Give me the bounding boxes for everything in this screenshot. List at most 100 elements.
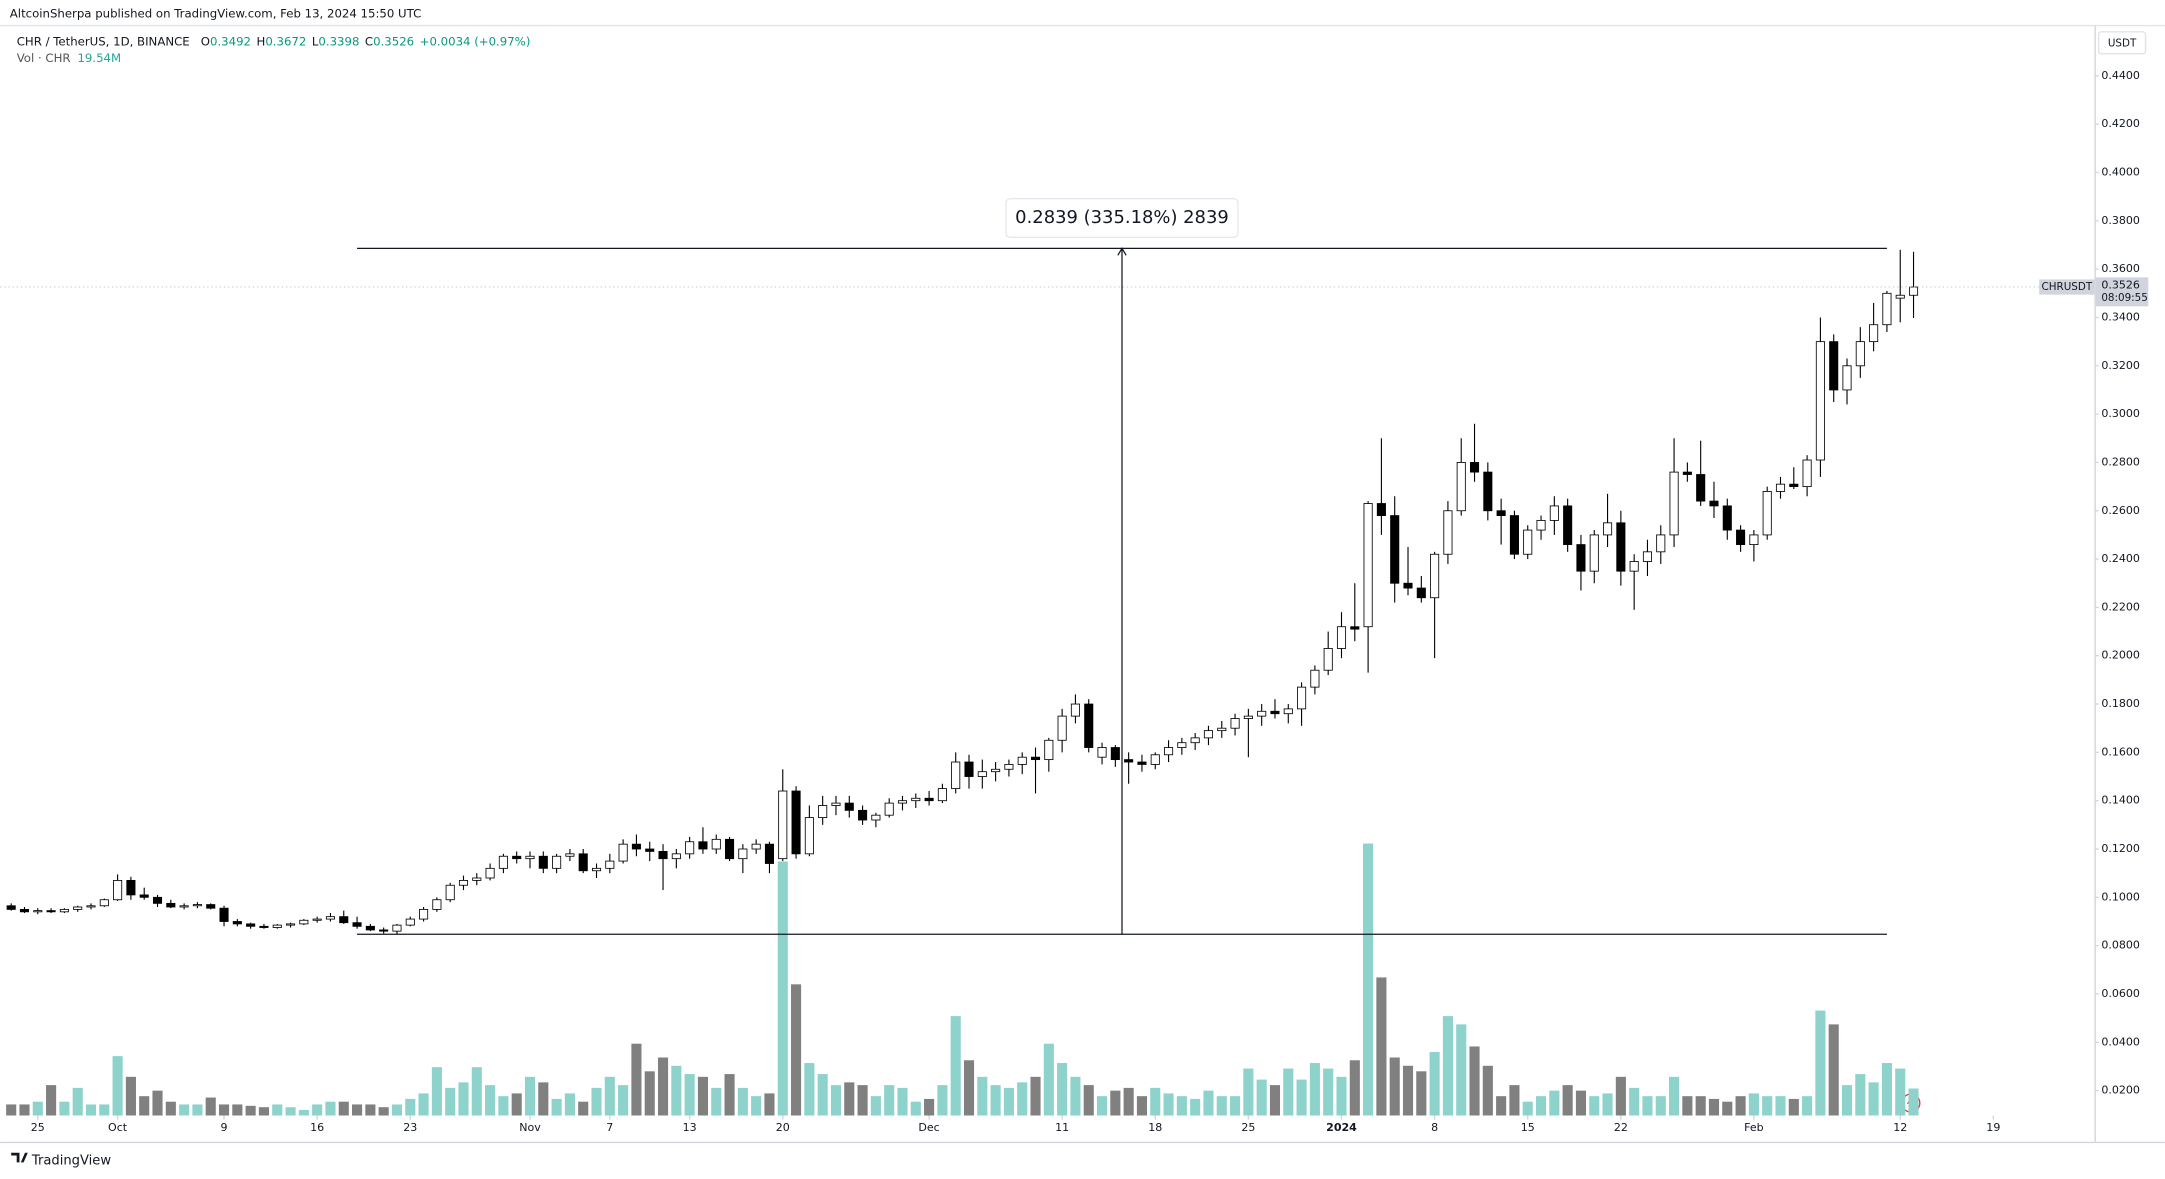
volume-bar bbox=[218, 1104, 230, 1116]
candle-body bbox=[1589, 534, 1599, 572]
volume-bar bbox=[1669, 1076, 1680, 1116]
volume-bar bbox=[604, 1076, 615, 1116]
candle-body bbox=[1097, 747, 1107, 758]
candle-body bbox=[1483, 471, 1493, 512]
volume-bar bbox=[298, 1109, 309, 1116]
candle-body bbox=[764, 843, 774, 864]
candle-body bbox=[725, 838, 735, 860]
candle-body bbox=[1323, 648, 1333, 671]
x-tick-label: 8 bbox=[1431, 1121, 1438, 1134]
candle-body bbox=[1257, 710, 1267, 717]
candle-body bbox=[232, 921, 242, 925]
candle-body bbox=[565, 853, 575, 857]
ohlc-key: O bbox=[201, 34, 210, 48]
x-tick-label: 19 bbox=[1986, 1121, 2000, 1134]
y-tick-label: 0.0400 bbox=[2101, 1035, 2140, 1048]
candle-body bbox=[1456, 462, 1466, 512]
y-tick-label: 0.1200 bbox=[2101, 842, 2140, 855]
volume-bar bbox=[737, 1087, 748, 1116]
volume-bar bbox=[1482, 1065, 1493, 1116]
candle-body bbox=[1350, 626, 1360, 630]
x-tick-label: Oct bbox=[108, 1121, 128, 1134]
volume-bar bbox=[1509, 1085, 1520, 1116]
candle-body bbox=[139, 894, 149, 898]
candle-body bbox=[46, 910, 56, 913]
volume-bar bbox=[352, 1104, 363, 1116]
candle-body bbox=[1177, 742, 1187, 748]
volume-bar bbox=[418, 1093, 429, 1116]
candle-body bbox=[6, 905, 16, 910]
ohlc-value: 0.3526 bbox=[373, 34, 414, 48]
volume-title: Vol · CHR bbox=[17, 50, 71, 64]
measure-arrow bbox=[1117, 247, 1127, 256]
candle-body bbox=[206, 904, 216, 909]
volume-bar bbox=[99, 1104, 110, 1116]
ohlc: O0.3492 H0.3672 L0.3398 C0.3526 bbox=[201, 34, 414, 48]
candle-body bbox=[1124, 759, 1134, 763]
y-tick-label: 0.0800 bbox=[2101, 939, 2140, 952]
candle-body bbox=[778, 790, 788, 860]
currency[interactable]: USDT bbox=[2108, 37, 2137, 49]
volume-bar bbox=[312, 1104, 323, 1116]
candle-body bbox=[1908, 286, 1919, 296]
candle-body bbox=[645, 848, 655, 852]
y-tick-label: 0.1800 bbox=[2101, 697, 2140, 710]
candle-body bbox=[1869, 324, 1879, 343]
volume-bar bbox=[485, 1085, 496, 1116]
volume-bar bbox=[1096, 1096, 1108, 1116]
volume-bar bbox=[245, 1105, 256, 1116]
candle-body bbox=[1855, 341, 1865, 367]
volume-bar bbox=[391, 1104, 403, 1116]
y-tick-label: 0.1000 bbox=[2101, 890, 2140, 903]
candle-body bbox=[1789, 483, 1799, 488]
volume-bar bbox=[897, 1087, 908, 1116]
candle-body bbox=[1682, 471, 1692, 475]
candle-body bbox=[272, 924, 282, 928]
candle-body bbox=[578, 853, 588, 872]
volume-bar bbox=[378, 1107, 389, 1116]
x-tick-label: 11 bbox=[1055, 1121, 1069, 1134]
volume-bar bbox=[1708, 1098, 1720, 1116]
candle-body bbox=[286, 923, 296, 926]
volume-bar bbox=[1735, 1096, 1746, 1116]
volume-bar bbox=[1589, 1096, 1600, 1116]
candle-body bbox=[591, 867, 602, 872]
symbol-label: CHRUSDT bbox=[2042, 281, 2093, 293]
volume-bar bbox=[32, 1101, 43, 1116]
volume-bar bbox=[1895, 1068, 1906, 1116]
candle-body bbox=[1762, 491, 1772, 536]
candle-body bbox=[1363, 503, 1373, 628]
volume-bar bbox=[884, 1085, 895, 1116]
candle-body bbox=[738, 848, 748, 860]
publisher: AltcoinSherpa published on TradingView.c… bbox=[10, 6, 421, 20]
logo-icon bbox=[11, 1152, 28, 1163]
volume-bar bbox=[458, 1082, 469, 1116]
volume-bar bbox=[6, 1104, 17, 1116]
volume-bar bbox=[1615, 1076, 1626, 1116]
volume-bar bbox=[1030, 1076, 1041, 1116]
candle-body bbox=[831, 802, 841, 806]
candle-body bbox=[1656, 534, 1666, 553]
volume-bar bbox=[365, 1104, 376, 1116]
volume-bar bbox=[1243, 1068, 1254, 1116]
candle-body bbox=[352, 922, 362, 927]
currency-box[interactable] bbox=[2097, 31, 2147, 55]
candle-body bbox=[791, 790, 801, 855]
volume-bar bbox=[1070, 1076, 1081, 1116]
volume-bar bbox=[1642, 1096, 1653, 1116]
volume-bar bbox=[578, 1101, 589, 1116]
volume-bar bbox=[564, 1093, 575, 1116]
volume-bar bbox=[1802, 1096, 1813, 1116]
volume-bar bbox=[910, 1101, 921, 1116]
volume-bar bbox=[1881, 1063, 1892, 1116]
volume-bar bbox=[1682, 1096, 1693, 1116]
candle-body bbox=[964, 761, 974, 777]
volume-bar bbox=[1230, 1096, 1241, 1116]
volume-bar bbox=[1522, 1101, 1533, 1116]
volume-bar bbox=[1323, 1068, 1334, 1116]
candle-body bbox=[365, 925, 375, 931]
volume-bar bbox=[1150, 1087, 1161, 1116]
candle-body bbox=[1669, 471, 1679, 536]
symbol-label-box bbox=[2039, 279, 2095, 295]
